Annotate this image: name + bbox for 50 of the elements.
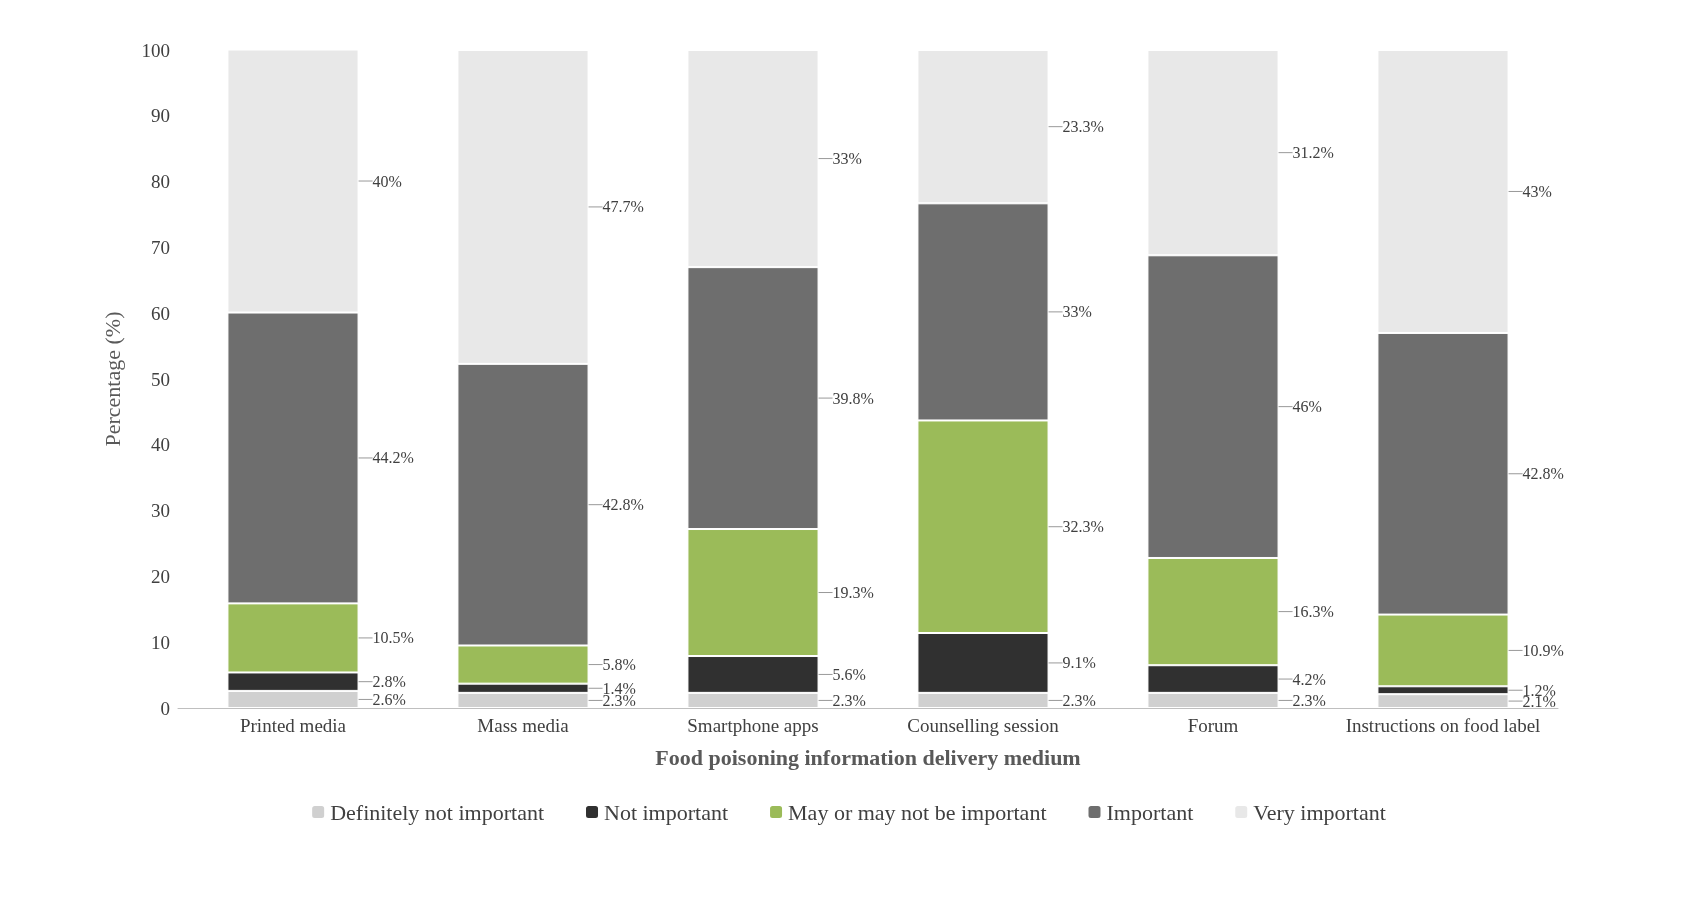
data-label: 10.5% — [372, 629, 414, 647]
data-label: 42.8% — [602, 496, 644, 514]
data-label: 2.8% — [372, 673, 406, 691]
y-tick-label: 90 — [151, 105, 170, 127]
data-label: 9.1% — [1062, 654, 1096, 672]
data-label: 44.2% — [372, 449, 414, 467]
data-label: 33% — [1062, 303, 1092, 321]
data-label: 5.6% — [832, 665, 866, 683]
y-tick-label: 50 — [151, 368, 170, 390]
x-tick-label: Mass media — [477, 715, 570, 736]
data-label: 16.3% — [1292, 603, 1334, 621]
data-label: 5.8% — [602, 656, 636, 674]
data-label: 31.2% — [1292, 144, 1334, 162]
x-tick-label: Counselling session — [907, 715, 1060, 736]
y-tick-label: 60 — [151, 302, 170, 324]
data-label: 2.3% — [832, 691, 866, 709]
y-tick-label: 0 — [160, 697, 170, 719]
data-label: 32.3% — [1062, 518, 1104, 536]
y-tick-label: 70 — [151, 236, 170, 258]
x-tick-label: Forum — [1187, 715, 1239, 736]
data-label: 43% — [1522, 182, 1552, 200]
legend-label: Very important — [1253, 799, 1386, 825]
data-label: 39.8% — [832, 389, 874, 407]
data-label: 47.7% — [602, 198, 644, 216]
legend-label: Important — [1106, 799, 1194, 825]
y-tick-label: 100 — [141, 39, 170, 61]
legend-label: Definitely not important — [330, 799, 545, 825]
legend-label: Not important — [604, 799, 729, 825]
data-label: 33% — [832, 150, 862, 168]
data-label: 2.3% — [1292, 691, 1326, 709]
data-label: 4.2% — [1292, 670, 1326, 688]
y-tick-label: 80 — [151, 171, 170, 193]
y-axis-title: Percentage (%) — [99, 311, 125, 447]
legend-label: May or may not be important — [788, 799, 1047, 825]
x-tick-label: Instructions on food label — [1345, 715, 1541, 736]
y-tick-label: 20 — [151, 565, 170, 587]
x-tick-label: Printed media — [239, 715, 347, 736]
data-label: 2.6% — [372, 690, 406, 708]
x-tick-label: Smartphone apps — [687, 715, 819, 736]
data-label: 2.3% — [1062, 691, 1096, 709]
data-label: 23.3% — [1062, 118, 1104, 136]
y-tick-label: 30 — [151, 500, 170, 522]
data-label: 42.8% — [1522, 465, 1564, 483]
y-tick-label: 10 — [151, 631, 170, 653]
data-label: 19.3% — [832, 584, 874, 602]
data-label: 46% — [1292, 398, 1322, 416]
data-label: 40% — [372, 172, 402, 190]
data-label: 10.9% — [1522, 641, 1564, 659]
y-tick-label: 40 — [151, 434, 170, 456]
x-axis-title: Food poisoning information delivery medium — [655, 744, 1081, 770]
